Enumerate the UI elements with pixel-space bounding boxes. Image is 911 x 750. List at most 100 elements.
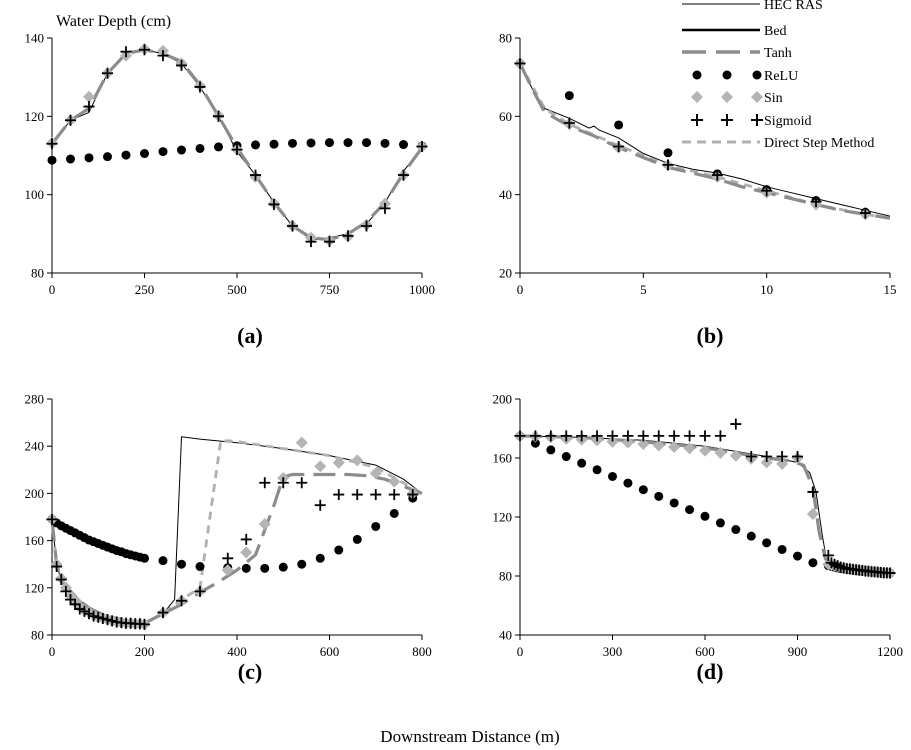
point-sigmoid xyxy=(613,140,625,152)
point-sigmoid xyxy=(514,430,526,442)
point-sigmoid xyxy=(194,81,206,93)
legend: HEC RAS Bed Tanh ReLU Sin Sigmoid Direct… xyxy=(682,0,874,151)
point-relu xyxy=(389,508,399,518)
series-sigmoid xyxy=(514,418,896,579)
point-sigmoid xyxy=(884,567,896,579)
point-relu xyxy=(777,544,787,554)
point-sigmoid xyxy=(711,169,723,181)
y-tick-label: 80 xyxy=(31,628,44,643)
point-relu xyxy=(362,138,371,148)
y-tick-label: 240 xyxy=(25,439,45,454)
point-sigmoid xyxy=(157,607,169,619)
point-relu xyxy=(103,152,112,162)
point-sigmoid xyxy=(545,430,557,442)
panel-label-d: (d) xyxy=(697,659,724,684)
point-relu xyxy=(399,140,408,150)
x-tick-label: 900 xyxy=(788,644,808,659)
point-sigmoid xyxy=(97,612,109,624)
point-relu xyxy=(66,154,75,164)
point-relu xyxy=(762,538,772,548)
point-sigmoid xyxy=(324,236,335,248)
x-tick-label: 300 xyxy=(603,644,623,659)
point-relu xyxy=(260,563,270,573)
point-relu xyxy=(564,91,574,101)
point-sigmoid xyxy=(157,50,169,62)
y-axis-title: Water Depth (cm) xyxy=(56,13,171,30)
point-sigmoid xyxy=(607,430,618,442)
point-sin xyxy=(806,508,819,521)
y-tick-label: 160 xyxy=(25,533,45,548)
point-relu xyxy=(715,518,725,528)
point-relu xyxy=(731,525,741,535)
point-sin xyxy=(714,446,727,459)
point-relu xyxy=(561,452,571,462)
x-tick-label: 400 xyxy=(227,644,247,659)
panel-b: 20 40 60 80 0 5 10 15 xyxy=(499,31,897,298)
point-sigmoid xyxy=(213,110,224,122)
point-sigmoid xyxy=(730,418,742,430)
point-sigmoid xyxy=(379,202,391,214)
point-sin xyxy=(240,546,253,559)
y-tick-label: 160 xyxy=(493,451,513,466)
point-sigmoid xyxy=(416,140,428,152)
point-sin xyxy=(760,456,773,469)
point-relu xyxy=(278,562,288,572)
point-sigmoid xyxy=(398,169,409,181)
point-sigmoid xyxy=(46,513,58,525)
y-tick-label: 140 xyxy=(25,31,45,46)
y-tick-label: 80 xyxy=(31,266,44,281)
y-tick-label: 40 xyxy=(499,187,512,202)
panel-label-a: (a) xyxy=(237,323,263,348)
point-relu xyxy=(371,521,381,531)
point-sin xyxy=(83,90,95,103)
point-relu xyxy=(288,138,297,148)
x-tick-label: 0 xyxy=(517,282,524,297)
point-sigmoid xyxy=(653,430,665,442)
point-sigmoid xyxy=(351,489,363,501)
series-direct xyxy=(50,438,423,625)
point-sigmoid xyxy=(370,489,382,501)
point-relu xyxy=(746,531,756,541)
point-sigmoid xyxy=(176,59,187,71)
point-sigmoid xyxy=(222,552,234,564)
y-tick-label: 280 xyxy=(25,392,45,407)
point-sigmoid xyxy=(333,489,345,501)
series-sigmoid xyxy=(46,477,419,630)
point-relu xyxy=(269,139,279,149)
point-sigmoid xyxy=(699,430,711,442)
point-sigmoid xyxy=(65,594,76,606)
legend-sin-swatch xyxy=(691,91,763,103)
point-sigmoid xyxy=(65,114,76,126)
point-sigmoid xyxy=(807,486,819,498)
legend-tanh-label: Tanh xyxy=(764,46,792,61)
x-tick-label: 10 xyxy=(760,282,773,297)
point-relu xyxy=(195,143,205,153)
legend-sigmoid-label: Sigmoid xyxy=(764,114,811,129)
point-relu xyxy=(623,478,633,488)
series-sin xyxy=(46,436,419,631)
point-sigmoid xyxy=(745,451,757,463)
x-tick-label: 5 xyxy=(640,282,647,297)
point-sigmoid xyxy=(662,159,674,171)
point-relu xyxy=(654,491,664,501)
point-relu xyxy=(663,148,673,158)
point-sigmoid xyxy=(684,430,696,442)
point-relu xyxy=(334,545,344,555)
point-sigmoid xyxy=(514,57,526,69)
point-sigmoid xyxy=(859,207,871,219)
x-tick-label: 1000 xyxy=(409,282,435,297)
series-relu xyxy=(47,493,418,573)
series-direct xyxy=(518,62,891,220)
point-relu xyxy=(808,558,818,568)
point-sigmoid xyxy=(637,430,649,442)
point-sigmoid xyxy=(296,477,308,489)
point-sigmoid xyxy=(139,618,150,630)
point-relu xyxy=(793,551,802,561)
y-tick-label: 60 xyxy=(499,109,512,124)
series-line-tanh xyxy=(518,62,891,220)
point-sigmoid xyxy=(55,574,67,586)
point-sigmoid xyxy=(591,430,603,442)
point-sigmoid xyxy=(194,585,206,597)
x-axis-title: Downstream Distance (m) xyxy=(380,727,559,746)
point-sin xyxy=(637,437,650,450)
